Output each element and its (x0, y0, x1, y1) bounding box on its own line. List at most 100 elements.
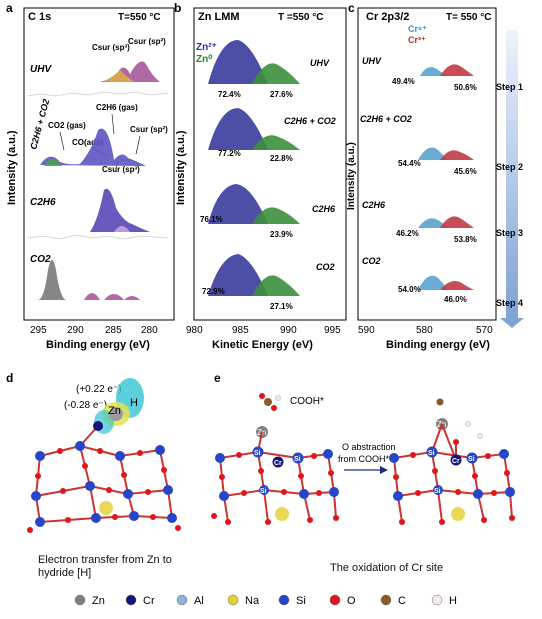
o-atom (399, 519, 405, 525)
o-atom (82, 463, 88, 469)
panel-c-row-left: 49.4% (392, 77, 415, 86)
panel-b-temp: T =550 °C (278, 12, 323, 23)
panel-b-xtick: 995 (324, 325, 341, 336)
spectrum-b-zn2 (208, 108, 268, 150)
si-atom (389, 453, 399, 463)
si-atom (91, 513, 101, 523)
si-atom (329, 487, 339, 497)
si-atom (129, 511, 139, 521)
o-atom (106, 487, 112, 493)
spectrum-a-noise (27, 91, 169, 97)
panel-b-row-left: 77.2% (218, 149, 241, 158)
panel-e-framework-right (393, 423, 513, 523)
panel-c-row-right: 50.6% (454, 83, 477, 92)
panel-b-row-label: C2H6 (312, 204, 336, 214)
spectrum-c-cr6 (418, 218, 448, 228)
panel-c-ylabel: Intensity (a.u.) (346, 142, 357, 210)
panel-a-ylabel: Intensity (a.u.) (6, 130, 18, 205)
na-atom (451, 507, 465, 521)
panel-a-ann-csur-sp2: Csur (sp²) (128, 37, 166, 46)
si-atom (85, 481, 95, 491)
panel-d-h-label: H (130, 397, 138, 409)
atom-label: Si (428, 450, 435, 457)
panel-c-step: Step 3 (496, 228, 523, 238)
o-atom (333, 515, 339, 521)
si-atom (155, 445, 165, 455)
o-atom (307, 517, 313, 523)
panel-b-letter: b (174, 1, 181, 15)
si-atom (215, 453, 225, 463)
o-atom (453, 439, 459, 445)
na-atom (99, 501, 113, 515)
o-atom (432, 468, 438, 474)
legend-atom-zn-label: Zn (92, 595, 105, 607)
bond (431, 451, 473, 459)
o-atom (219, 474, 225, 480)
legend-atom-cr-label: Cr (143, 595, 155, 607)
panel-e-atoms-right (389, 439, 515, 525)
si-atom (219, 491, 229, 501)
panel-a-frame (23, 7, 175, 321)
legend-atom-c-label: C (398, 595, 406, 607)
o-atom (57, 448, 63, 454)
atom-label: Cr (452, 458, 460, 465)
legend-atom-c-swatch (380, 594, 392, 606)
spectrum-a-c2h6 (90, 188, 150, 232)
panel-b-legend-zn2: Zn²⁺ (196, 42, 217, 53)
o-atom (137, 450, 143, 456)
panel-a-ann-csur-sp2-b: Csur (sp²) (130, 125, 168, 134)
spectrum-c-cr6 (418, 147, 448, 160)
panel-e: e COOH* Zn Zn O abstraction from COOH* (206, 366, 542, 580)
si-atom (499, 449, 509, 459)
panel-a-ann-csur-sp3: Csur (sp³) (92, 43, 130, 52)
si-atom (167, 513, 177, 523)
o-atom (265, 519, 271, 525)
o-atom (311, 453, 317, 459)
panel-b-row-right: 22.8% (270, 154, 293, 163)
o-atom (271, 405, 277, 411)
panel-b: b Zn LMM T =550 °C Intensity (a.u.) Kine… (172, 0, 352, 360)
spectrum-a-noise (27, 234, 169, 240)
legend-atom-cr-swatch (125, 594, 137, 606)
atom-legend: Zn Cr Al Na Si O C H (0, 586, 542, 614)
legend-atom-al-swatch (176, 594, 188, 606)
spectrum-c-cr3 (440, 281, 474, 290)
panel-c-step: Step 4 (496, 298, 523, 308)
si-atom (35, 517, 45, 527)
atom-label: Si (260, 488, 267, 495)
si-atom (163, 485, 173, 495)
panel-d: d (+0.22 e⁻) (-0.28 e⁻) Zn H (0, 366, 210, 580)
panel-c-row-label: UHV (362, 56, 382, 66)
o-atom (241, 490, 247, 496)
panel-c-step: Step 2 (496, 162, 523, 172)
panel-c-legend-cr6: Cr⁶⁺ (408, 24, 427, 34)
panel-b-row: C2H6 + CO2 77.2% 22.8% (208, 108, 336, 163)
panel-b-row-left: 72.9% (202, 287, 225, 296)
panel-a-xlabel: Binding energy (eV) (46, 339, 150, 351)
panel-e-arrow-line2: from COOH* (338, 454, 390, 464)
o-atom (65, 517, 71, 523)
panel-a-xtick: 295 (30, 325, 47, 336)
bond (441, 423, 457, 461)
legend-atom-na-swatch (227, 594, 239, 606)
panel-d-letter: d (6, 371, 13, 385)
spectrum-a-co2 (38, 260, 66, 300)
o-atom (175, 525, 181, 531)
zn-atom (109, 407, 123, 421)
panel-c-step-bar (506, 30, 518, 320)
panel-a-xtick: 285 (105, 325, 122, 336)
spectrum-b-zn0 (252, 207, 300, 224)
o-atom (439, 519, 445, 525)
panel-d-caption-line2: hydride [H] (38, 567, 92, 579)
spectrum-b-zn0 (252, 63, 300, 84)
panel-d-caption-line1: Electron transfer from Zn to (38, 554, 172, 566)
h-atom (275, 395, 281, 401)
si-atom (466, 452, 478, 464)
panel-c-row-label: C2H6 (362, 200, 386, 210)
si-atom (75, 441, 85, 451)
panel-c-row: C2H6 + CO2 54.4% 45.6% (360, 114, 477, 176)
cr-atom (450, 454, 462, 466)
bond (89, 485, 97, 519)
legend-atom-h-label: H (449, 595, 457, 607)
panel-b-row-right: 27.6% (270, 90, 293, 99)
